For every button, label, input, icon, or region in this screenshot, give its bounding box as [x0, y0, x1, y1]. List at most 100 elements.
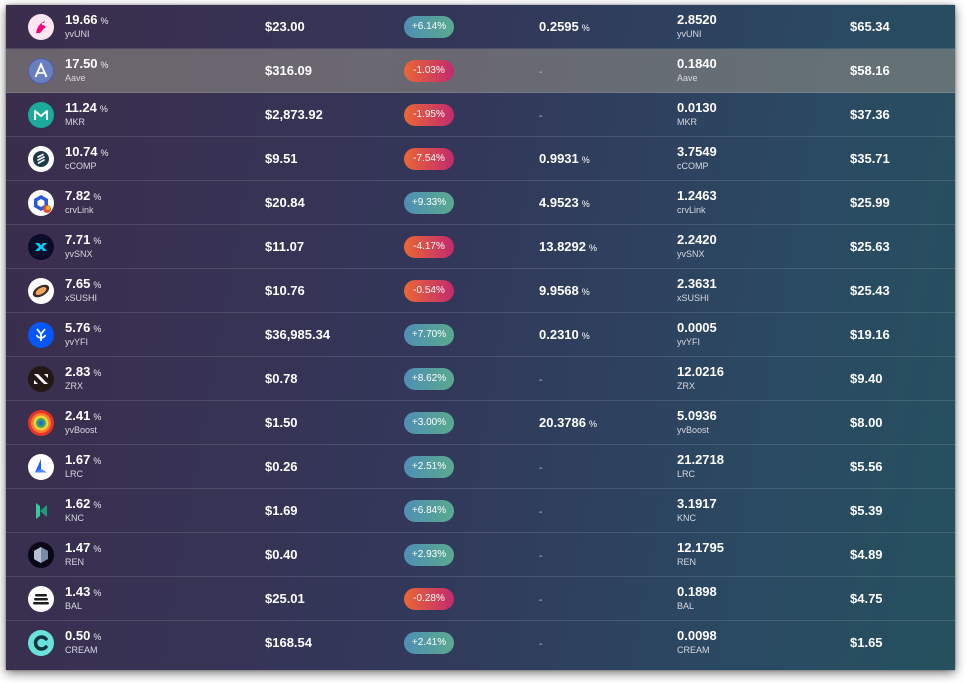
apy-value: 0.2310: [539, 327, 579, 342]
token-row-zrx[interactable]: 2.83% ZRX $0.78 +8.62% -12.0216 ZRX $9.40: [6, 357, 955, 401]
price-change-badge: +6.14%: [404, 16, 454, 38]
asset-cell: 7.82% crvLink: [26, 181, 246, 225]
token-balance: 12.1795: [677, 540, 724, 555]
apy-value: 13.8292: [539, 239, 586, 254]
percent-unit: %: [93, 412, 102, 422]
allocation-value: 7.71: [65, 232, 91, 247]
uniswap-icon: [28, 14, 54, 40]
apy-empty: -: [539, 111, 543, 122]
yvboost-icon: [28, 410, 54, 436]
token-price: $0.78: [265, 371, 298, 386]
apy-empty: -: [539, 67, 543, 78]
token-price: $20.84: [265, 195, 305, 210]
balance-cell: 5.0936 yvBoost: [677, 401, 817, 445]
token-balance: 5.0936: [677, 408, 717, 423]
token-balance: 3.1917: [677, 496, 717, 511]
apy-cell: -: [539, 357, 659, 401]
chainlink-icon: [28, 190, 54, 216]
portfolio-table: 19.66% yvUNI $23.00 +6.14% 0.2595% 2.8520 yvUN…: [6, 5, 955, 670]
token-price: $0.26: [265, 459, 298, 474]
allocation-percent: 1.43%: [65, 585, 101, 600]
asset-cell: 7.65% xSUSHI: [26, 269, 246, 313]
token-row-cream[interactable]: 0.50% CREAM $168.54 +2.41% -0.0098 CREAM $1.65: [6, 621, 955, 665]
token-balance: 0.0005: [677, 320, 717, 335]
balance-cell: 3.1917 KNC: [677, 489, 817, 533]
asset-cell: 5.76% yvYFI: [26, 313, 246, 357]
percent-unit: %: [100, 148, 109, 158]
usd-value: $37.36: [850, 107, 890, 122]
token-row-lrc[interactable]: 1.67% LRC $0.26 +2.51% -21.2718 LRC $5.56: [6, 445, 955, 489]
token-row-aave[interactable]: 17.50% Aave $316.09 -1.03% -0.1840 Aave $58.16: [6, 49, 955, 93]
apy-empty: -: [539, 507, 543, 518]
price-change-badge: +9.33%: [404, 192, 454, 214]
asset-cell: 1.67% LRC: [26, 445, 246, 489]
change-cell: -0.28%: [404, 577, 494, 621]
usd-value: $4.89: [850, 547, 883, 562]
token-row-crvlink[interactable]: 7.82% crvLink $20.84 +9.33% 4.9523% 1.2463 crv…: [6, 181, 955, 225]
token-row-yvboost[interactable]: 2.41% yvBoost $1.50 +3.00% 20.3786% 5.0936 yvB…: [6, 401, 955, 445]
token-row-knc[interactable]: 1.62% KNC $1.69 +6.84% - 3.1917 KNC $5.39: [6, 489, 955, 533]
aave-icon: [28, 58, 54, 84]
asset-cell: 10.74% cCOMP: [26, 137, 246, 181]
price-change-badge: +3.00%: [404, 412, 454, 434]
balance-symbol: REN: [677, 557, 697, 567]
usd-value: $8.00: [850, 415, 883, 430]
percent-unit: %: [581, 23, 590, 33]
apy-value: 0.9931: [539, 151, 579, 166]
token-row-yvyfi[interactable]: 5.76% yvYFI $36,985.34 +7.70% 0.2310% 0.0005 y…: [6, 313, 955, 357]
usd-value: $5.39: [850, 503, 883, 518]
change-cell: -1.03%: [404, 49, 494, 93]
loopring-icon: [28, 454, 54, 480]
apy-cell: -: [539, 621, 659, 665]
apy-value: 0.2595: [539, 19, 579, 34]
token-row-bal[interactable]: 1.43% BAL $25.01 -0.28% -0.1898 BAL $4.75: [6, 577, 955, 621]
price-change-badge: +6.84%: [404, 500, 454, 522]
percent-unit: %: [93, 588, 102, 598]
token-balance: 0.1840: [677, 56, 717, 71]
balance-symbol: crvLink: [677, 205, 706, 215]
usd-value: $25.63: [850, 239, 890, 254]
usd-value: $4.75: [850, 591, 883, 606]
token-symbol: ZRX: [65, 381, 83, 391]
balance-cell: 3.7549 cCOMP: [677, 137, 817, 181]
change-cell: +3.00%: [404, 401, 494, 445]
percent-unit: %: [99, 104, 108, 114]
apy-cell: -: [539, 49, 659, 93]
allocation-percent: 0.50%: [65, 629, 101, 644]
percent-unit: %: [100, 16, 109, 26]
change-cell: -7.54%: [404, 137, 494, 181]
token-price: $1.50: [265, 415, 298, 430]
balancer-icon: [28, 586, 54, 612]
token-row-mkr[interactable]: 11.24% MKR $2,873.92 -1.95% -0.0130 MKR $37.36: [6, 93, 955, 137]
token-symbol: xSUSHI: [65, 293, 98, 303]
token-row-ren[interactable]: 1.47% REN $0.40 +2.93% -12.1795 REN $4.89: [6, 533, 955, 577]
token-row-yvsnx[interactable]: 7.71% yvSNX $11.07 -4.17% 13.8292% 2.2420 yvSN…: [6, 225, 955, 269]
balance-cell: 0.0130 MKR: [677, 93, 817, 137]
change-cell: -0.54%: [404, 269, 494, 313]
synthetix-icon: [28, 234, 54, 260]
balance-cell: 0.0098 CREAM: [677, 621, 817, 665]
token-symbol: Aave: [65, 73, 86, 83]
balance-symbol: LRC: [677, 469, 696, 479]
token-symbol: cCOMP: [65, 161, 97, 171]
allocation-value: 19.66: [65, 12, 98, 27]
token-price: $168.54: [265, 635, 312, 650]
asset-cell: 2.83% ZRX: [26, 357, 246, 401]
apy-cell: 0.2595%: [539, 5, 659, 49]
token-price: $1.69: [265, 503, 298, 518]
token-symbol: LRC: [65, 469, 84, 479]
price-change-badge: -4.17%: [404, 236, 454, 258]
change-cell: +8.62%: [404, 357, 494, 401]
usd-value: $1.65: [850, 635, 883, 650]
token-row-xsushi[interactable]: 7.65% xSUSHI $10.76 -0.54% 9.9568% 2.3631 xSUS…: [6, 269, 955, 313]
price-change-badge: -0.28%: [404, 588, 454, 610]
token-row-yvuni[interactable]: 19.66% yvUNI $23.00 +6.14% 0.2595% 2.8520 yvUN…: [6, 5, 955, 49]
apy-cell: -: [539, 489, 659, 533]
token-symbol: KNC: [65, 513, 85, 523]
allocation-percent: 1.62%: [65, 497, 101, 512]
token-row-ccomp[interactable]: 10.74% cCOMP $9.51 -7.54% 0.9931% 3.7549 cCOMP…: [6, 137, 955, 181]
apy-cell: 9.9568%: [539, 269, 659, 313]
usd-value: $19.16: [850, 327, 890, 342]
price-change-badge: +8.62%: [404, 368, 454, 390]
allocation-percent: 1.67%: [65, 453, 101, 468]
